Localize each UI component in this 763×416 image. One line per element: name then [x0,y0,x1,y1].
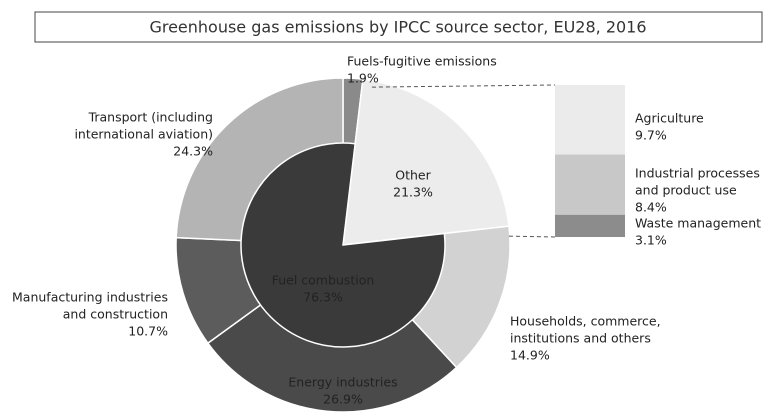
title-box [34,11,763,43]
segment-label: Waste management [635,216,761,231]
breakdown-bar [555,85,625,155]
segment-label: Fuel combustion [272,273,375,288]
value-label: 1.9% [347,71,379,86]
segment-label: Transport (including [88,110,213,125]
segment-label: Agriculture [635,111,704,126]
value-label: 14.9% [510,348,550,363]
pie-slice [342,78,510,246]
value-label: 3.1% [635,233,667,248]
connector [508,235,556,238]
value-label: 24.3% [173,144,213,159]
value-label: 26.9% [323,392,363,407]
segment-label: Fuels-fugitive emissions [347,54,497,69]
segment-label: and construction [63,307,168,322]
inner-slice [240,142,446,348]
connector [371,84,556,88]
value-label: 21.3% [393,185,433,200]
value-label: 8.4% [635,200,667,215]
breakdown-bar [555,214,625,237]
segment-label: international aviation) [74,127,213,142]
segment-label: Industrial processes [635,166,760,181]
value-label: 10.7% [128,324,168,339]
segment-label: Manufacturing industries [12,290,168,305]
segment-label: Households, commerce, [510,314,661,329]
segment-label: Energy industries [288,375,397,390]
segment-label: Other [395,168,431,183]
breakdown-bar [555,154,625,215]
segment-label: institutions and others [510,331,651,346]
chart-title: Greenhouse gas emissions by IPCC source … [149,18,646,37]
value-label: 9.7% [635,128,667,143]
value-label: 76.3% [303,290,343,305]
segment-label: and product use [635,183,737,198]
